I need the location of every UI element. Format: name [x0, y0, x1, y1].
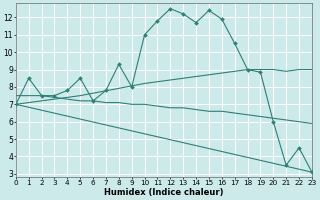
X-axis label: Humidex (Indice chaleur): Humidex (Indice chaleur) — [104, 188, 224, 197]
